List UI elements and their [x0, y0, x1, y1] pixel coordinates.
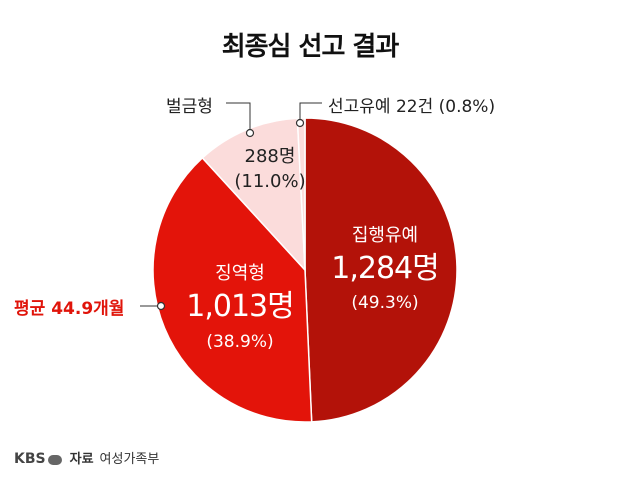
label-jiphaeng-count: 1,284명 [331, 251, 439, 286]
source-label: 자료 [69, 452, 94, 467]
slice-jiphaeng-yuye [304, 117, 458, 423]
callout-beolgeum: 벌금형 [166, 97, 213, 117]
kbs-logo-text: KBS [14, 451, 46, 467]
label-jingyeok-category: 징역형 [215, 263, 265, 284]
leader-beolgeum [226, 102, 251, 131]
leader-seongoyuye [299, 102, 322, 121]
label-jingyeok-percent: (38.9%) [206, 332, 274, 352]
slice-jingyeok [152, 156, 313, 423]
footer: KBS 자료 여성가족부 [14, 448, 159, 467]
label-beolgeum-percent: (11.0%) [234, 171, 306, 192]
source-value: 여성가족부 [99, 452, 160, 467]
chart-title: 최종심 선고 결과 [221, 32, 400, 62]
leader-dot-beolgeum [245, 128, 255, 138]
slice-beolgeum [201, 117, 306, 273]
annotation-average: 평균 44.9개월 [14, 299, 125, 319]
label-jiphaeng-category: 집행유예 [351, 225, 419, 246]
callout-seongoyuye: 선고유예 22건 (0.8%) [328, 97, 496, 117]
slice-seongo-yuye [296, 117, 306, 271]
label-jiphaeng-percent: (49.3%) [351, 293, 419, 313]
leader-dot-average [156, 301, 166, 311]
label-jingyeok-count: 1,013명 [186, 289, 294, 324]
label-beolgeum-count: 288명 [244, 146, 296, 167]
leader-dot-seongoyuye [295, 118, 305, 128]
kbs-logo-icon [47, 454, 62, 465]
